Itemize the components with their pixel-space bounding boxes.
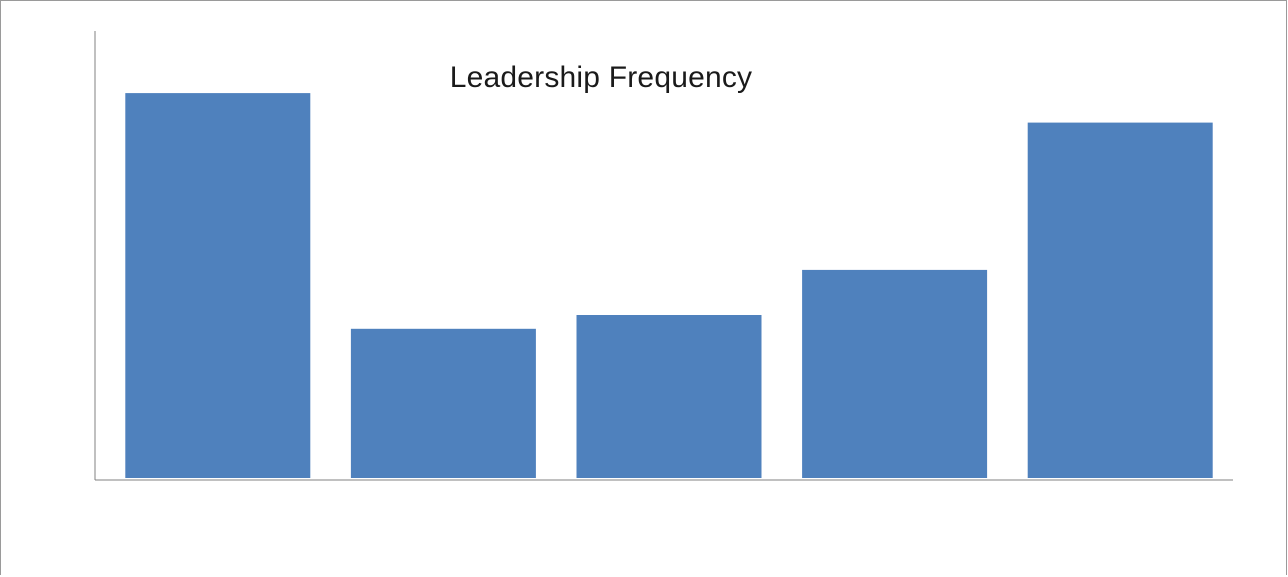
bar-3	[576, 315, 762, 478]
bar-5	[1027, 122, 1213, 478]
bar-1	[125, 93, 311, 478]
bar-2	[350, 328, 536, 478]
bar-4	[802, 269, 988, 478]
bars-group	[125, 93, 1213, 478]
chart-title: Leadership Frequency	[449, 61, 753, 94]
